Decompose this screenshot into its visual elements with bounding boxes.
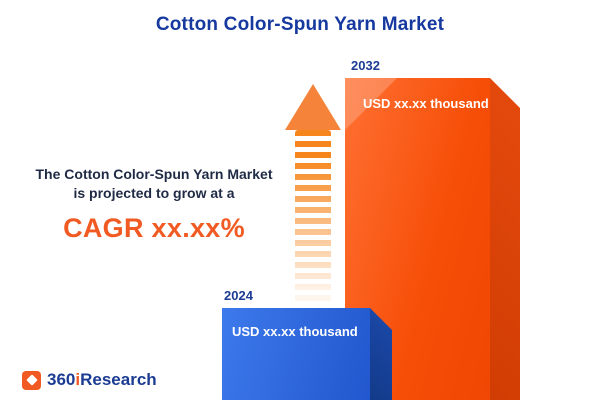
logo-text-i: i (75, 370, 81, 389)
bar-2024-year-label: 2024 (224, 288, 253, 303)
cagr-value: CAGR xx.xx% (63, 213, 245, 243)
description-line-1: The Cotton Color-Spun Yarn Market (35, 166, 273, 182)
bar-2024-value-label: USD xx.xx thousand (232, 324, 358, 339)
logo-icon (22, 370, 41, 390)
page-title: Cotton Color-Spun Yarn Market (155, 14, 445, 35)
market-description: The Cotton Color-Spun Yarn Market is pro… (8, 165, 300, 244)
bar-2032-side-face (490, 78, 520, 400)
bar-2024 (222, 308, 370, 400)
description-line-2: is projected to grow at a (73, 185, 235, 201)
logo-text-360: 360 (47, 370, 76, 389)
bar-2032-year-label: 2032 (351, 58, 380, 73)
growth-arrow-head-icon (285, 84, 341, 130)
brand-logo: 360iResearch (22, 370, 157, 390)
bar-2032-value-label: USD xx.xx thousand (363, 96, 489, 111)
growth-arrow-shaft-icon (295, 130, 331, 302)
logo-diamond-icon (25, 374, 38, 386)
logo-text-research: Research (80, 370, 157, 389)
logo-text: 360iResearch (47, 370, 157, 390)
